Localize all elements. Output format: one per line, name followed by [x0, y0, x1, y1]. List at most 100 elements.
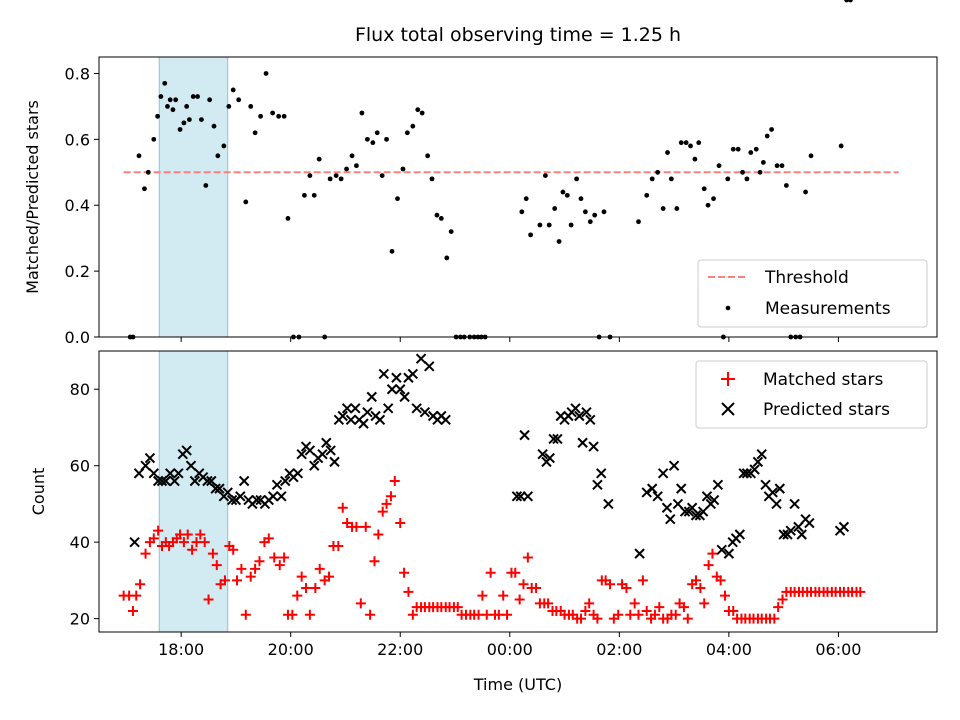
measurement-point	[344, 166, 349, 172]
predicted-star-point	[641, 487, 652, 498]
predicted-star-point	[164, 468, 176, 479]
matched-star-point	[292, 590, 303, 601]
predicted-star-point	[771, 498, 782, 510]
matched-star-point	[514, 594, 525, 605]
predicted-stars-points	[130, 353, 850, 559]
predicted-star-point	[581, 406, 592, 418]
measurement-point	[354, 163, 359, 169]
x-tick-label: 00:00	[487, 640, 533, 659]
measurement-point	[564, 192, 570, 198]
measurement-point	[333, 173, 339, 178]
predicted-star-point	[238, 475, 250, 487]
x-axis-label: Time (UTC)	[473, 675, 562, 694]
y-tick-label: 20	[70, 610, 90, 629]
legend-plus-marker	[721, 372, 735, 386]
predicted-star-point	[169, 475, 180, 487]
y-tick-label: 0.0	[65, 328, 90, 347]
matched-star-point	[250, 563, 261, 574]
matched-star-point	[695, 583, 706, 594]
measurement-point	[374, 130, 380, 136]
predicted-star-point	[415, 353, 427, 364]
matched-star-point	[279, 552, 290, 563]
matched-star-point	[153, 525, 164, 536]
x-tick-label: 18:00	[158, 640, 204, 659]
measurement-point	[578, 196, 584, 202]
matched-star-point	[254, 556, 265, 567]
measurement-point	[211, 123, 217, 129]
predicted-star-point	[537, 449, 548, 460]
top-y-axis-label: Matched/Predicted stars	[23, 100, 42, 294]
predicted-star-point	[407, 368, 419, 380]
matched-star-point	[199, 537, 210, 548]
matched-star-point	[337, 502, 348, 513]
measurement-point	[769, 127, 774, 132]
predicted-star-point	[152, 475, 164, 487]
measurement-point	[311, 192, 317, 198]
matched-star-point	[203, 594, 214, 605]
measurement-point	[410, 123, 416, 129]
matched-star-point	[399, 567, 410, 578]
predicted-star-point	[395, 384, 406, 395]
measurement-point	[359, 110, 365, 116]
predicted-star-point	[676, 483, 687, 494]
predicted-star-point	[309, 460, 320, 471]
y-tick-label: 80	[70, 380, 90, 399]
measurement-point	[779, 163, 785, 169]
legend-x-marker	[721, 402, 735, 416]
predicted-star-point	[544, 452, 555, 464]
measurement-point	[705, 202, 711, 208]
measurement-point	[725, 176, 731, 182]
matched-star-point	[236, 563, 247, 574]
measurement-point	[165, 104, 170, 109]
measurement-point	[838, 143, 844, 149]
predicted-star-point	[292, 468, 304, 479]
matched-star-point	[195, 529, 206, 540]
measurement-point	[226, 104, 232, 109]
measurement-point	[764, 133, 770, 139]
matched-star-point	[310, 583, 321, 594]
predicted-star-point	[646, 483, 658, 494]
matched-star-point	[543, 598, 554, 609]
matched-star-point	[135, 579, 146, 590]
matched-star-point	[773, 602, 784, 613]
predicted-star-point	[160, 475, 172, 487]
measurement-point	[757, 169, 763, 175]
measurement-point	[258, 113, 263, 119]
predicted-star-point	[603, 498, 614, 510]
predicted-star-point	[210, 483, 221, 494]
measurement-point	[711, 196, 716, 202]
measurement-point	[519, 209, 525, 215]
matched-star-point	[296, 571, 307, 582]
matched-star-point	[287, 609, 298, 620]
measurement-point	[327, 176, 333, 182]
measurement-point	[281, 113, 287, 119]
measurement-point	[523, 196, 529, 202]
matched-star-point	[407, 609, 418, 620]
measurement-point	[808, 153, 814, 159]
measurement-point	[190, 94, 196, 99]
predicted-star-point	[181, 445, 192, 456]
predicted-star-point	[350, 403, 361, 414]
matched-star-point	[707, 548, 718, 559]
matched-star-point	[452, 602, 463, 613]
measurement-point	[678, 140, 684, 146]
predicted-star-point	[185, 460, 197, 471]
matched-star-point	[314, 563, 325, 574]
predicted-star-point	[690, 510, 702, 521]
matched-star-point	[182, 529, 193, 540]
predicted-star-point	[391, 372, 402, 383]
matched-star-point	[715, 575, 726, 586]
matched-star-point	[403, 586, 414, 597]
matched-star-point	[531, 583, 542, 594]
top-legend-box	[697, 259, 928, 328]
predicted-star-point	[796, 529, 807, 540]
predicted-star-point	[251, 494, 262, 506]
matched-star-point	[140, 548, 151, 559]
x-tick-label: 06:00	[815, 640, 861, 659]
predicted-star-point	[661, 502, 673, 513]
matched-star-point	[518, 579, 529, 590]
predicted-star-point	[271, 479, 283, 491]
matched-star-point	[381, 498, 392, 509]
measurement-point	[644, 192, 650, 198]
